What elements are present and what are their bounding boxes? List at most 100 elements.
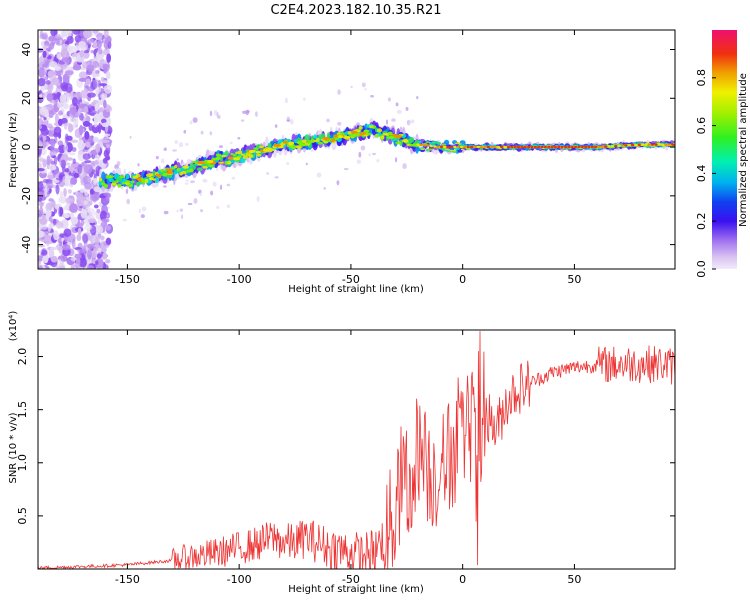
heat-cell-core [387,135,395,139]
heat-cell [101,139,110,143]
heat-cell [54,65,61,72]
heat-cell-core [490,145,494,149]
heat-cell [62,102,69,110]
top-y-tick-label: -40 [20,236,33,254]
heat-cell [176,158,179,161]
heat-cell [102,157,108,164]
heat-cell [79,188,86,193]
heat-cell [202,178,208,183]
heat-cell-core [330,138,336,142]
heat-cell [65,135,73,141]
heat-cell [43,68,48,75]
heat-cell [38,255,43,262]
heat-cell [92,73,101,77]
heat-cell [88,136,94,144]
heat-cell [336,89,341,95]
heat-cell [85,196,91,200]
heat-cell-core [419,143,423,147]
heat-cell [70,216,79,225]
heat-cell [372,152,377,156]
heat-cell-core [443,145,447,149]
heat-cell-core [640,143,645,146]
heat-cell [137,163,140,167]
heat-cell [38,67,46,78]
heat-cell [125,173,130,180]
heat-cell-core [466,145,470,149]
top-x-tick-label: 0 [459,273,466,286]
heat-cell [97,217,101,224]
heat-cell [103,84,113,94]
heat-cell [229,141,233,145]
heat-cell [87,92,96,98]
heat-cell-core [298,143,307,147]
heat-cell [47,226,51,233]
heat-cell [160,169,165,172]
heat-cell-core [543,145,547,149]
heat-cell [101,182,106,186]
heat-cell [92,30,99,34]
heat-cell-core [288,142,294,146]
heat-cell [239,157,246,164]
heat-cell [358,126,363,130]
heat-cell [323,186,327,190]
heat-cell [98,177,103,182]
heat-cell [202,165,208,169]
heat-cell [181,170,187,175]
heat-cell [92,41,98,48]
heat-cell [48,216,53,222]
heat-cell [316,172,322,178]
heat-cell [105,105,113,113]
heat-cell [43,116,47,121]
colorbar-label: Normalized spectral amplitude [738,73,749,227]
heat-cell [103,99,107,109]
heat-cell [82,245,86,254]
heat-cell [66,36,74,44]
bottom-x-tick-label: -50 [342,573,360,586]
heat-cell [380,135,385,140]
heat-cell [84,182,92,190]
heat-cell [418,140,422,144]
heat-cell-core [627,144,631,147]
heat-cell [394,157,398,163]
top-x-axis-title: Height of straight line (km) [288,284,424,295]
heat-cell-core [573,145,578,149]
bottom-x-tick-label: 0 [459,573,466,586]
heat-cell [79,124,84,136]
heat-cell [127,183,133,188]
top-x-axis: -150 -100 -50 0 50 [115,30,581,286]
heat-cell-core [620,144,625,147]
heat-cell [61,30,66,38]
heat-cell [226,204,231,209]
heat-cell [76,195,85,207]
heat-cell-core [350,134,356,138]
heat-cell [91,79,99,83]
heat-cell [187,202,193,206]
heat-cell-core [166,171,174,175]
bottom-x-tick-label: -100 [227,573,252,586]
heat-cell [141,206,147,212]
heat-cell [99,195,106,199]
heat-cell [50,151,57,155]
heat-cell [39,225,48,230]
heat-cell [101,171,106,182]
heat-cell [80,219,85,227]
heat-cell [267,142,272,148]
heat-cell-core [480,145,484,149]
heat-cell [96,208,101,214]
heat-cell [171,166,175,170]
heat-cell [70,139,79,143]
heat-cell-core [453,145,457,149]
heat-cell-core [436,145,440,149]
heat-cell [44,111,50,118]
heat-cell-core [527,145,531,149]
heat-cell [305,162,308,166]
heat-cell [39,34,48,40]
heat-cell [372,125,376,129]
heat-cell-core [630,143,635,147]
heat-cell [356,159,362,164]
bottom-x-tick-label: 50 [567,573,581,586]
top-plot: -150 -100 -50 0 50 -40 -20 0 20 40 Height of str… [8,29,676,295]
heat-cell [336,180,340,186]
heat-cell [209,131,213,136]
heat-cell [58,61,65,65]
